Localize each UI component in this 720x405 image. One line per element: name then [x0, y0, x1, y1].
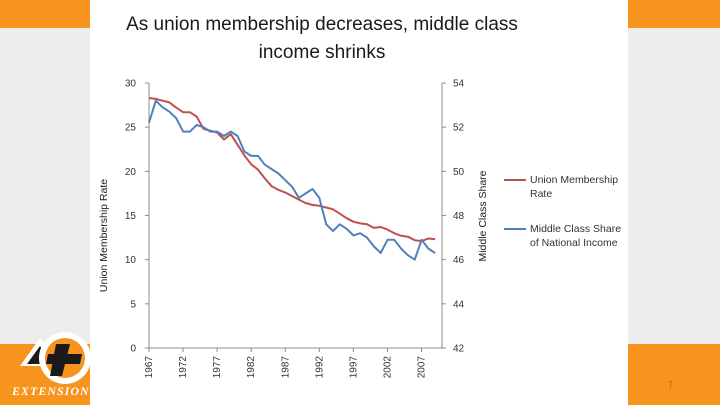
logo-letter — [50, 344, 70, 376]
left-axis-title: Union Membership Rate — [98, 179, 110, 292]
legend-label: Union Membership — [530, 174, 618, 186]
left-gray-band — [0, 28, 90, 344]
chart-series — [148, 97, 436, 261]
right-tick-label: 48 — [453, 211, 465, 222]
left-tick-label: 30 — [125, 79, 137, 90]
legend-label: Middle Class Share — [530, 223, 621, 235]
series-line — [148, 97, 436, 243]
chart-panel: As union membership decreases, middle cl… — [90, 0, 628, 405]
logo-extension-text: EXTENSION — [12, 384, 90, 398]
chart-title: As union membership decreases, middle cl… — [126, 14, 518, 63]
dual-axis-line-chart: As union membership decreases, middle cl… — [98, 14, 621, 379]
top-right-orange-band — [628, 0, 720, 28]
x-tick-label: 1997 — [348, 356, 359, 379]
x-tick-label: 1972 — [178, 356, 189, 379]
x-tick-label: 2002 — [382, 356, 393, 379]
left-tick-label: 0 — [130, 344, 136, 355]
right-tick-label: 54 — [453, 79, 465, 90]
top-left-orange-band — [0, 0, 90, 28]
right-tick-label: 52 — [453, 123, 465, 134]
left-tick-label: 25 — [125, 123, 137, 134]
right-tick-label: 50 — [453, 167, 465, 178]
left-tick-label: 5 — [130, 299, 136, 310]
chart-axes: 0 5 10 15 20 25 30 42 44 46 48 50 52 54 1967 1972 1977 19… — [98, 79, 489, 379]
page-number: 7 — [668, 380, 674, 390]
osu-extension-logo — [20, 332, 91, 384]
x-tick-label: 1977 — [212, 356, 223, 379]
left-tick-label: 10 — [125, 255, 137, 266]
x-tick-label: 1967 — [144, 356, 155, 379]
chart-title-line: As union membership decreases, middle cl… — [126, 14, 518, 35]
series-line — [148, 99, 436, 261]
legend-label: of National Income — [530, 237, 618, 249]
right-tick-label: 46 — [453, 255, 465, 266]
right-gray-band — [628, 28, 720, 344]
left-tick-label: 15 — [125, 211, 137, 222]
x-tick-label: 2007 — [417, 356, 428, 379]
x-tick-label: 1987 — [280, 356, 291, 379]
right-tick-label: 44 — [453, 299, 465, 310]
chart-title-line: income shrinks — [259, 42, 386, 63]
right-axis-title: Middle Class Share — [477, 170, 489, 261]
right-tick-label: 42 — [453, 344, 465, 355]
x-tick-label: 1982 — [246, 356, 257, 379]
legend-label: Rate — [530, 188, 552, 200]
x-tick-label: 1992 — [314, 356, 325, 379]
left-tick-label: 20 — [125, 167, 137, 178]
chart-legend: Union Membership Rate Middle Class Share of… — [504, 174, 621, 249]
